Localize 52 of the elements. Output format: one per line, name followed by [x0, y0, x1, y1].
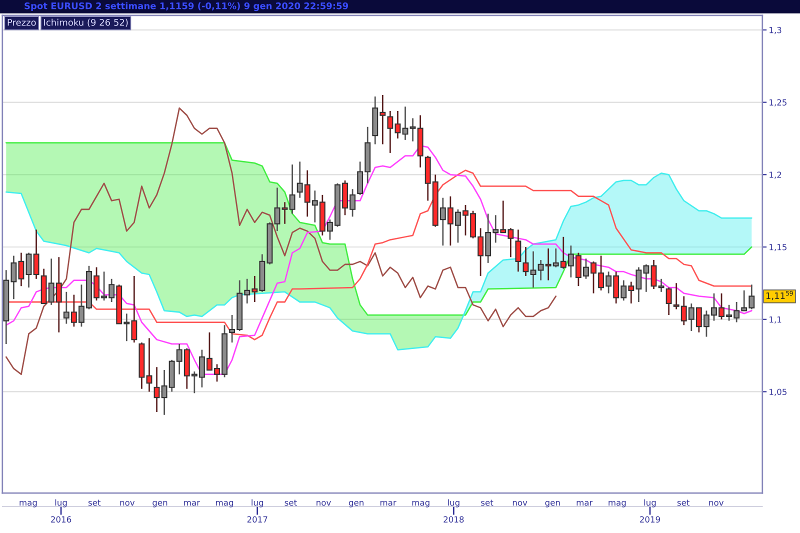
candlestick [666, 286, 672, 316]
y-tick-label: 1,05 [770, 388, 786, 396]
x-tick-label: set [481, 500, 494, 506]
x-tick-label: mar [184, 500, 200, 506]
x2-tick-label: 2016 [51, 516, 72, 523]
chart-title: Spot EURUSD 2 settimane 1,1159 (-0,11%) 9 gen 2020 22:59:59 [24, 2, 348, 12]
y-tick-label: 1,2 [770, 172, 782, 179]
x-tick-label: gen [152, 500, 168, 508]
candlestick [33, 228, 40, 280]
candlestick [146, 337, 152, 392]
y-tick-label: 1,3 [770, 26, 782, 34]
candlestick [402, 106, 408, 141]
x-tick-label: nov [120, 500, 135, 506]
x2-tick-label: 2018 [444, 516, 464, 523]
annotation: 1,11$^{59}$ [766, 290, 793, 300]
x-tick-label: mar [380, 500, 396, 506]
x-tick-label: set [677, 500, 690, 506]
x-tick-label: nov [709, 500, 724, 506]
candlestick [394, 110, 401, 140]
candlestick [26, 252, 32, 288]
candlestick [154, 366, 160, 413]
candlestick [522, 246, 529, 277]
x-tick-label: gen [348, 500, 364, 508]
x-tick-label: mag [412, 500, 430, 508]
x2-tick-label: 2019 [640, 516, 660, 523]
candlestick [515, 228, 522, 272]
candlestick [530, 250, 536, 288]
candlestick [658, 278, 664, 293]
y-tick-label: 1,25 [770, 99, 786, 106]
annotation: Prezzo [8, 19, 36, 26]
x-tick-label: nov [316, 500, 331, 506]
x-tick-label: lug [448, 499, 460, 508]
line-series [5, 107, 557, 376]
annotation: Ichimoku (9 26 52) [44, 18, 128, 27]
x-tick-label: gen [545, 500, 560, 508]
candlestick [274, 186, 280, 232]
x-tick-label: set [88, 500, 101, 506]
candlestick [650, 259, 657, 290]
x-tick-label: mag [608, 500, 626, 508]
x-tick-label: lug [252, 499, 264, 508]
line-series [5, 142, 752, 316]
candlestick [387, 110, 394, 154]
y-tick-label: 1,15 [770, 244, 786, 252]
x-tick-label: lug [55, 499, 67, 508]
x-tick-label: nov [512, 500, 528, 506]
x-tick-label: mar [576, 500, 593, 506]
y-tick-label: 1,1 [770, 316, 782, 324]
x-tick-label: set [284, 500, 297, 506]
x-tick-label: mag [20, 500, 37, 508]
x-tick-label: mag [216, 500, 234, 508]
x-tick-label: lug [644, 499, 656, 508]
x2-tick-label: 2017 [247, 516, 268, 523]
